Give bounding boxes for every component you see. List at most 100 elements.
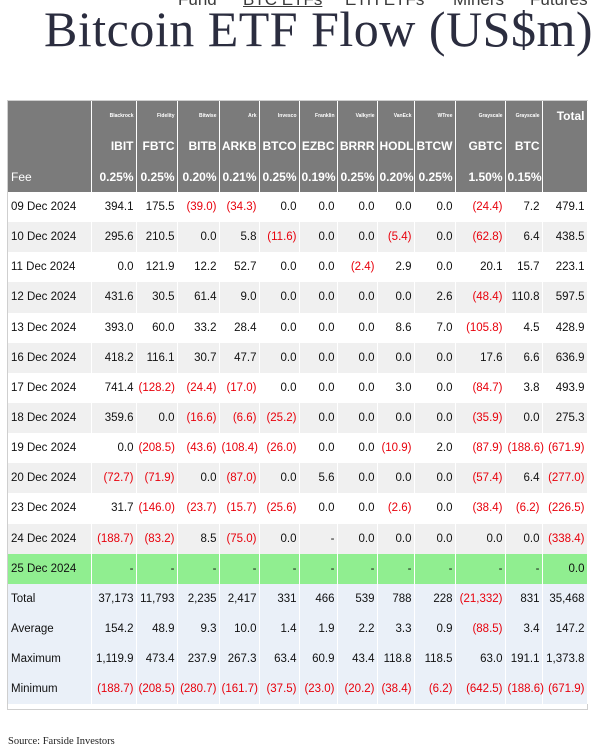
table-row: 20 Dec 2024 (72.7) (71.9) 0.0 (87.0) 0.0 5.6 0.… — [8, 463, 588, 494]
flow-cell: 2.0 — [414, 433, 456, 464]
flow-cell: 0.0 — [259, 523, 300, 554]
summary-label: Minimum — [8, 674, 92, 705]
table-row: 23 Dec 2024 31.7 (146.0) (23.7) (15.7) (25.6)… — [8, 493, 588, 524]
flow-cell: 52.7 — [219, 252, 260, 283]
flow-cell: (62.8) — [455, 222, 506, 253]
flow-cell: 0.0 — [259, 252, 300, 283]
nav-link-futures[interactable]: Futures — [530, 0, 588, 10]
flow-cell: - — [219, 553, 260, 584]
flow-cell: 0.0 — [505, 523, 543, 554]
fee-cell: 0.25% — [91, 161, 137, 192]
ticker-header: FBTC — [136, 131, 178, 161]
flow-cell: 6.6 — [505, 342, 543, 373]
etf-flow-table: Blackrock Fidelity Bitwise Ark Invesco Frankl… — [8, 101, 588, 705]
nav-link-btc-etfs[interactable]: BTC ETFs — [243, 0, 322, 10]
flow-cell: (2.6) — [377, 493, 415, 524]
flow-cell: 30.7 — [177, 342, 220, 373]
fee-cell: 0.25% — [414, 161, 456, 192]
flow-cell: 15.7 — [505, 252, 543, 283]
flow-cell: 3.8 — [505, 372, 543, 403]
flow-cell: 0.0 — [337, 372, 378, 403]
summary-label: Maximum — [8, 644, 92, 675]
flow-cell: 4.5 — [505, 312, 543, 343]
nav-link-fund[interactable]: Fund — [178, 0, 217, 10]
flow-cell: 0.0 — [414, 463, 456, 494]
row-date: 17 Dec 2024 — [8, 372, 92, 403]
summary-label: Average — [8, 613, 92, 645]
flow-cell: (5.4) — [377, 222, 415, 253]
table-row: 18 Dec 2024 359.6 0.0 (16.6) (6.6) (25.2) 0.0 0… — [8, 402, 588, 434]
summary-cell: 1,119.9 — [91, 644, 137, 675]
flow-cell: (43.6) — [177, 433, 220, 464]
flow-cell: - — [337, 553, 378, 584]
flow-cell: 0.0 — [259, 192, 300, 223]
total-header-blank — [542, 131, 588, 161]
summary-cell: 2.2 — [337, 613, 378, 645]
flow-cell: 5.8 — [219, 222, 260, 253]
row-total-cell: 223.1 — [542, 252, 588, 283]
summary-cell: 237.9 — [177, 644, 220, 675]
ticker-header: BTCW — [414, 131, 456, 161]
flow-cell: (35.9) — [455, 402, 506, 434]
summary-cell: (23.0) — [299, 674, 338, 705]
table-row: 11 Dec 2024 0.0 121.9 12.2 52.7 0.0 0.0 (2.4) 2.… — [8, 252, 588, 283]
flow-cell: 0.0 — [299, 402, 338, 434]
fee-cell: 0.20% — [177, 161, 220, 192]
flow-cell: 61.4 — [177, 282, 220, 313]
flow-cell: 0.0 — [299, 493, 338, 524]
flow-cell: 0.0 — [259, 372, 300, 403]
flow-cell: 175.5 — [136, 192, 178, 223]
summary-cell: 1,373.8 — [542, 644, 588, 675]
flow-cell: 418.2 — [91, 342, 137, 373]
summary-cell: 43.4 — [337, 644, 378, 675]
ticker-header: ARKB — [219, 131, 260, 161]
top-navigation: Fund BTC ETFs ETH ETFs Miners Futures — [0, 0, 598, 12]
fee-cell: 0.21% — [219, 161, 260, 192]
nav-link-eth-etfs[interactable]: ETH ETFs — [345, 0, 424, 10]
flow-cell: (23.7) — [177, 493, 220, 524]
issuer-header: Ark — [219, 101, 260, 131]
summary-cell: 63.0 — [455, 644, 506, 675]
flow-cell: (87.9) — [455, 433, 506, 464]
flow-cell: (38.4) — [455, 493, 506, 524]
summary-cell: 147.2 — [542, 613, 588, 645]
flow-cell: (84.7) — [455, 372, 506, 403]
flow-cell: 0.0 — [414, 493, 456, 524]
summary-cell: 118.8 — [377, 644, 415, 675]
ticker-header: IBIT — [91, 131, 137, 161]
issuer-header: Bitwise — [177, 101, 220, 131]
row-date: 12 Dec 2024 — [8, 282, 92, 313]
flow-cell: 5.6 — [299, 463, 338, 494]
nav-link-miners[interactable]: Miners — [453, 0, 504, 10]
row-date: 23 Dec 2024 — [8, 493, 92, 524]
summary-cell: (188.6) — [505, 674, 544, 705]
summary-cell: 473.4 — [136, 644, 178, 675]
flow-cell: 0.0 — [377, 282, 415, 313]
summary-cell: 48.9 — [136, 613, 178, 645]
flow-cell: 0.0 — [299, 282, 338, 313]
flow-cell: 0.0 — [177, 222, 220, 253]
row-total-cell: (338.4) — [542, 523, 588, 554]
flow-cell: (128.2) — [136, 372, 178, 403]
summary-cell: 2,417 — [219, 583, 260, 614]
row-total-cell: 479.1 — [542, 192, 588, 223]
flow-cell: 20.1 — [455, 252, 506, 283]
flow-cell: 0.0 — [377, 523, 415, 554]
flow-cell: (39.0) — [177, 192, 220, 223]
row-date: 10 Dec 2024 — [8, 222, 92, 253]
issuer-header: Grayscale — [455, 101, 506, 131]
row-total-cell: 438.5 — [542, 222, 588, 253]
issuer-header: Valkyrie — [337, 101, 378, 131]
flow-cell: 17.6 — [455, 342, 506, 373]
flow-cell: (24.4) — [177, 372, 220, 403]
summary-cell: 831 — [505, 583, 543, 614]
header-corner-cell — [8, 101, 92, 131]
flow-cell: 0.0 — [259, 342, 300, 373]
table-row: 17 Dec 2024 741.4 (128.2) (24.4) (17.0) 0.0 0.… — [8, 372, 588, 403]
flow-cell: 8.5 — [177, 523, 220, 554]
row-date: 16 Dec 2024 — [8, 342, 92, 373]
row-total-cell: 0.0 — [542, 553, 588, 584]
flow-cell: 0.0 — [337, 312, 378, 343]
summary-row-minimum: Minimum (188.7) (208.5) (280.7) (161.7) (37.5… — [8, 674, 588, 705]
fee-cell: 0.19% — [299, 161, 338, 192]
